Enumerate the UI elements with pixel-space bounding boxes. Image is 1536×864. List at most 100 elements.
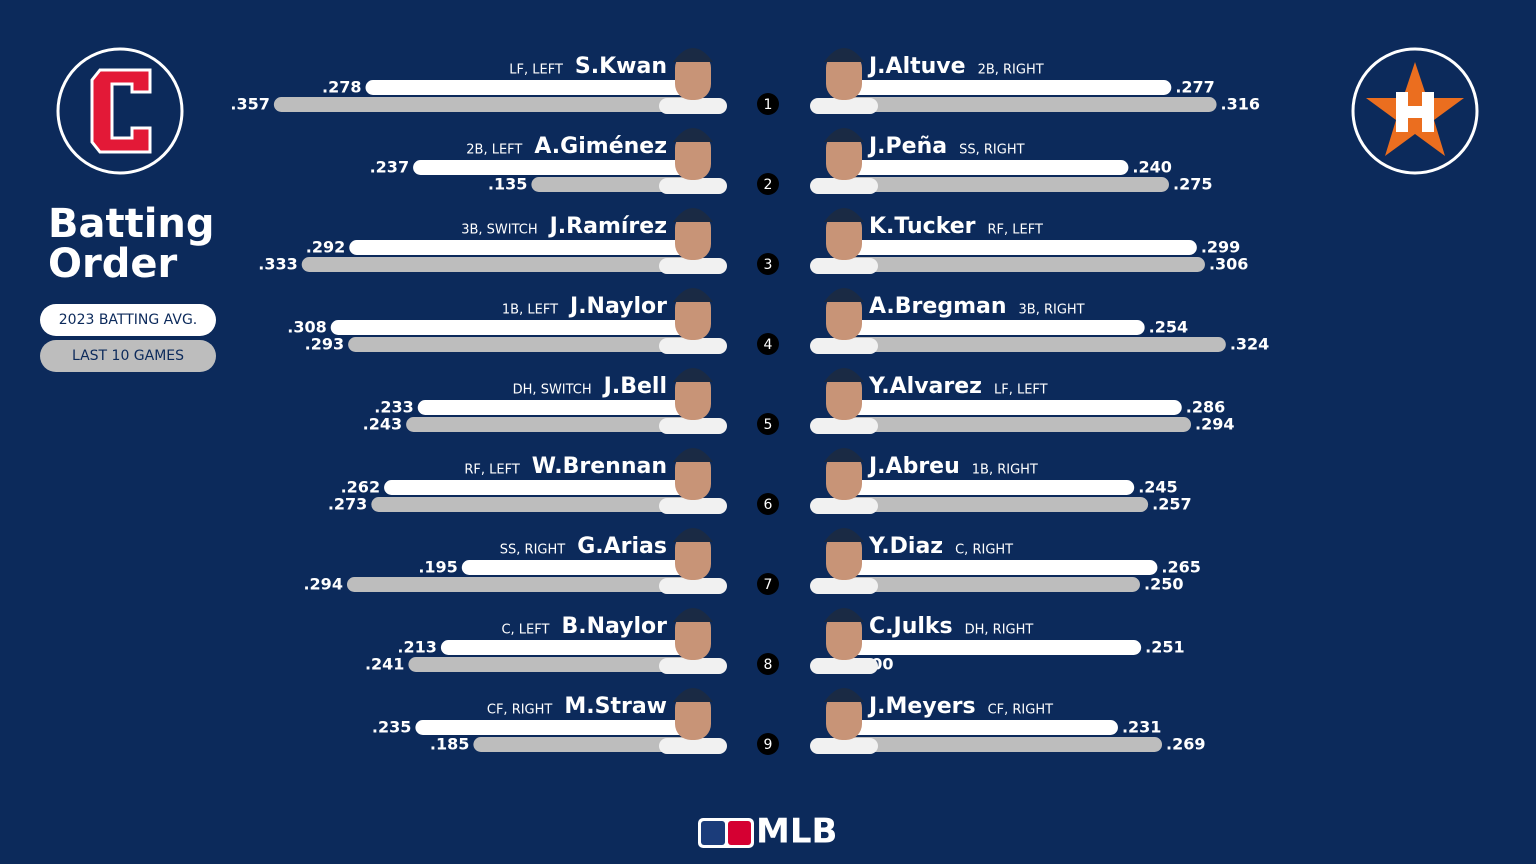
player-photo <box>810 688 878 754</box>
value-label: .292 <box>306 238 345 257</box>
player-photo <box>659 48 727 114</box>
legend: 2023 BATTING AVG. LAST 10 GAMES <box>40 304 216 372</box>
bar <box>531 177 696 192</box>
bar <box>842 320 1145 335</box>
player-position: LF, LEFT <box>994 383 1048 398</box>
bar <box>842 577 1140 592</box>
value-label: .308 <box>287 318 326 337</box>
photo-cap <box>673 688 713 702</box>
photo-face <box>826 532 862 580</box>
photo-jersey <box>659 658 727 674</box>
player-photo <box>810 528 878 594</box>
player-photo <box>659 528 727 594</box>
photo-jersey <box>659 578 727 594</box>
photo-jersey <box>810 738 878 754</box>
value-label: .243 <box>363 415 402 434</box>
value-label: .251 <box>1145 638 1184 657</box>
bar <box>273 97 696 112</box>
bar <box>842 97 1217 112</box>
player-name: J.Ramírez <box>548 214 667 239</box>
player-name: J.Bell <box>602 374 667 399</box>
bar <box>349 240 696 255</box>
player-name: S.Kwan <box>575 54 667 79</box>
bar <box>415 720 696 735</box>
order-badge <box>757 493 779 515</box>
photo-jersey <box>810 258 878 274</box>
value-label: .273 <box>328 495 367 514</box>
photo-cap <box>824 208 864 222</box>
photo-face <box>826 692 862 740</box>
player-position: 3B, SWITCH <box>461 223 537 238</box>
player-name: Y.Alvarez <box>868 374 982 399</box>
order-number: 5 <box>764 417 773 433</box>
photo-jersey <box>659 498 727 514</box>
photo-jersey <box>810 658 878 674</box>
order-number: 6 <box>764 497 773 513</box>
value-label: .275 <box>1173 175 1212 194</box>
bar <box>348 337 696 352</box>
bar <box>842 240 1197 255</box>
player-photo <box>659 448 727 514</box>
player-name: J.Altuve <box>867 54 966 79</box>
value-label: .250 <box>1144 575 1183 594</box>
player-position: 2B, RIGHT <box>978 63 1044 78</box>
value-label: .231 <box>1122 718 1161 737</box>
photo-cap <box>824 448 864 462</box>
value-label: .233 <box>374 398 413 417</box>
order-badge <box>757 653 779 675</box>
value-label: .324 <box>1230 335 1269 354</box>
legend-label: 2023 BATTING AVG. <box>59 312 198 328</box>
value-label: .277 <box>1175 78 1214 97</box>
bar <box>408 657 696 672</box>
bar <box>842 417 1192 432</box>
bar <box>461 560 696 575</box>
value-label: .135 <box>488 175 527 194</box>
photo-face <box>675 612 711 660</box>
bar <box>842 337 1226 352</box>
player-photo <box>659 608 727 674</box>
player-position: 1B, RIGHT <box>972 463 1038 478</box>
photo-jersey <box>659 418 727 434</box>
player-name: J.Naylor <box>568 294 667 319</box>
value-label: .294 <box>1195 415 1234 434</box>
bar <box>842 737 1163 752</box>
photo-face <box>675 52 711 100</box>
brand: MLB <box>756 812 837 852</box>
player-name: J.Meyers <box>867 694 976 719</box>
bar <box>406 417 696 432</box>
photo-face <box>675 452 711 500</box>
photo-jersey <box>810 418 878 434</box>
photo-face <box>675 532 711 580</box>
player-position: 1B, LEFT <box>502 303 558 318</box>
photo-jersey <box>659 738 727 754</box>
value-label: .237 <box>370 158 409 177</box>
value-label: .316 <box>1221 95 1260 114</box>
photo-cap <box>824 688 864 702</box>
value-label: .240 <box>1132 158 1171 177</box>
photo-jersey <box>659 98 727 114</box>
player-name: M.Straw <box>564 694 667 719</box>
player-photo <box>659 368 727 434</box>
guardians-logo <box>56 47 184 175</box>
photo-cap <box>824 128 864 142</box>
player-photo <box>810 448 878 514</box>
legend-swatch <box>40 304 216 336</box>
player-position: RF, LEFT <box>988 223 1043 238</box>
value-label: .269 <box>1166 735 1205 754</box>
order-badge <box>757 253 779 275</box>
bar <box>365 80 696 95</box>
photo-cap <box>673 128 713 142</box>
photo-cap <box>824 608 864 622</box>
player-photo <box>659 288 727 354</box>
bar <box>330 320 696 335</box>
player-name: A.Giménez <box>534 134 667 159</box>
value-label: .333 <box>258 255 297 274</box>
bar <box>842 177 1169 192</box>
value-label: .299 <box>1201 238 1240 257</box>
player-position: CF, RIGHT <box>988 703 1054 718</box>
mlb-logo: MLB <box>698 812 837 852</box>
player-name: C.Julks <box>869 614 953 639</box>
photo-jersey <box>659 338 727 354</box>
photo-cap <box>673 448 713 462</box>
photo-cap <box>673 288 713 302</box>
